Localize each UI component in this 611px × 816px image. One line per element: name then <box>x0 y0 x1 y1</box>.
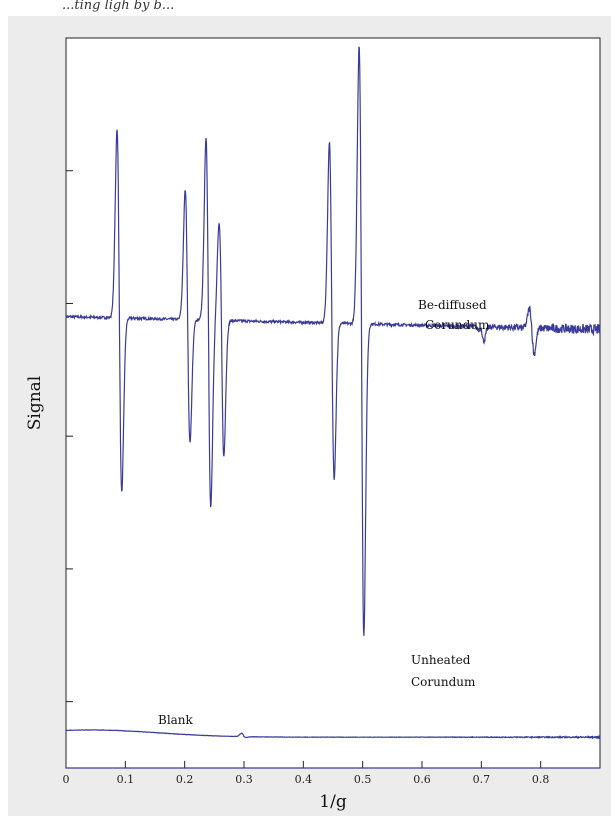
label-blank: Blank <box>158 713 194 727</box>
x-tick-label: 0.6 <box>413 773 431 786</box>
x-tick-label: 0.2 <box>176 773 194 786</box>
x-tick-label: 0.8 <box>532 773 550 786</box>
x-tick-label: 0.5 <box>354 773 372 786</box>
y-axis-ticks <box>66 170 73 703</box>
series-group <box>65 46 601 769</box>
series-line-unheated <box>65 729 601 740</box>
x-axis-title: 1/g <box>319 792 347 812</box>
series-line-be <box>65 46 601 636</box>
y-axis-title: Signal <box>25 376 45 431</box>
x-tick-label: 0.4 <box>295 773 313 786</box>
label-be-corundum: Corundum <box>425 318 490 332</box>
caption-fragment: ...ting ligh by b... <box>62 0 175 13</box>
x-tick-label: 0.3 <box>235 773 253 786</box>
label-unheated-corundum: Corundum <box>411 675 476 689</box>
x-tick-label: 0.7 <box>473 773 491 786</box>
label-be-diffused: Be-diffused <box>418 298 487 312</box>
x-tick-label: 0.1 <box>117 773 135 786</box>
label-unheated: Unheated <box>411 653 471 667</box>
x-tick-label: 0 <box>63 773 70 786</box>
figure-panel: 0 0.1 0.2 0.3 0.4 0.5 0.6 0.7 0.8 1/g Signal Be-… <box>8 16 611 816</box>
spectrum-chart: 0 0.1 0.2 0.3 0.4 0.5 0.6 0.7 0.8 1/g Signal Be-… <box>25 37 601 812</box>
x-axis-ticks: 0 0.1 0.2 0.3 0.4 0.5 0.6 0.7 0.8 <box>63 761 550 786</box>
